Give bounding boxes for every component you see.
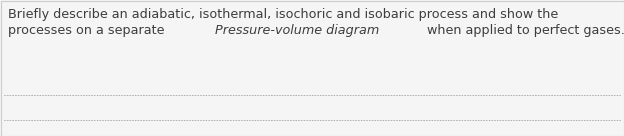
- Text: when applied to perfect gases.: when applied to perfect gases.: [427, 24, 624, 37]
- Text: Briefly describe an adiabatic, isothermal, isochoric and isobaric process and sh: Briefly describe an adiabatic, isotherma…: [8, 8, 558, 21]
- Text: Pressure-volume diagram: Pressure-volume diagram: [215, 24, 379, 37]
- Text: processes on a separate: processes on a separate: [8, 24, 168, 37]
